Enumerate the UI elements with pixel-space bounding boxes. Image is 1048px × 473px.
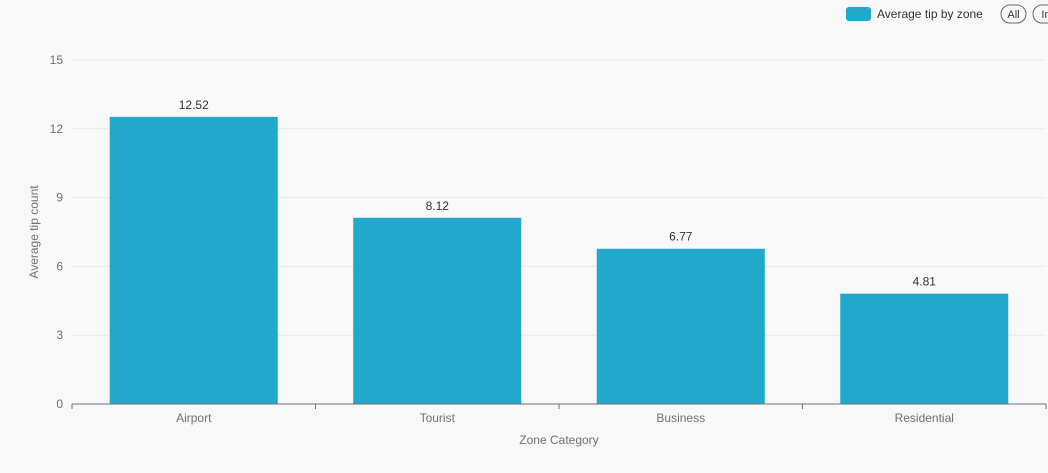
legend-select-all-label: All: [1007, 9, 1019, 21]
x-tick-label: Tourist: [420, 411, 456, 425]
data-label: 8.12: [426, 199, 450, 213]
legend-select-all-button[interactable]: All: [1000, 4, 1027, 24]
bar-residential[interactable]: [840, 293, 1009, 404]
x-tick-label: Residential: [895, 411, 954, 425]
y-tick-label: 12: [50, 122, 64, 136]
y-tick-label: 15: [50, 53, 64, 67]
data-label: 4.81: [913, 275, 937, 289]
data-label: 12.52: [179, 98, 209, 112]
y-tick-label: 9: [56, 191, 63, 205]
legend[interactable]: Average tip by zone: [846, 7, 983, 21]
y-tick-label: 3: [56, 328, 63, 342]
bar-tourist[interactable]: [353, 217, 522, 404]
bar-business[interactable]: [596, 248, 765, 404]
y-axis: 0 3 6 9 12 15: [50, 53, 64, 411]
legend-swatch[interactable]: [846, 7, 871, 21]
legend-inverse-button[interactable]: In: [1032, 4, 1048, 24]
legend-inverse-label: In: [1041, 9, 1048, 21]
y-tick-label: 6: [56, 259, 63, 273]
x-axis: Airport Tourist Business Residential: [71, 403, 1047, 425]
y-tick-label: 0: [56, 397, 63, 411]
x-tick-label: Business: [656, 411, 705, 425]
y-axis-title: Average tip count: [27, 185, 41, 279]
data-label: 6.77: [669, 230, 693, 244]
data-labels: 12.52 8.12 6.77 4.81: [179, 98, 937, 289]
bars: [109, 116, 1009, 404]
x-tick-label: Airport: [176, 411, 212, 425]
x-axis-title: Zone Category: [519, 433, 598, 447]
legend-series-label[interactable]: Average tip by zone: [877, 7, 983, 21]
bar-airport[interactable]: [109, 116, 278, 404]
